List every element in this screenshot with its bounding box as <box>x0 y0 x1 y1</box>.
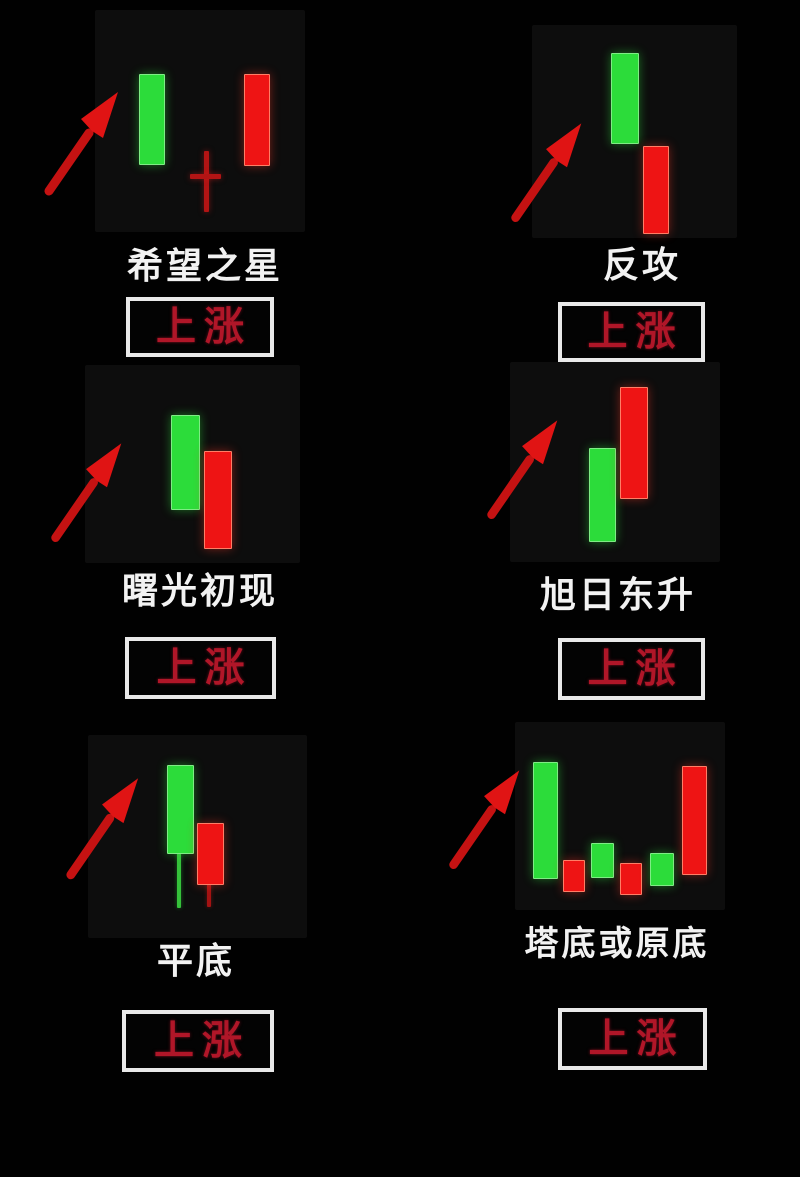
signal-box: 上涨 <box>558 638 705 700</box>
signal-box: 上涨 <box>558 302 705 362</box>
signal-box: 上涨 <box>125 637 276 699</box>
pattern-name: 平底 <box>156 940 235 981</box>
candlestick-red <box>620 863 642 895</box>
pattern-name: 反攻 <box>602 244 681 285</box>
candlestick-green <box>139 74 165 165</box>
candlestick-green <box>589 448 616 542</box>
up-trend-arrow-icon <box>487 420 558 519</box>
candlestick-red <box>643 146 669 234</box>
candlestick-red <box>682 766 707 875</box>
candlestick-green <box>167 765 194 854</box>
signal-label: 上涨 <box>154 1019 250 1063</box>
signal-box: 上涨 <box>126 297 274 357</box>
candlestick-red <box>563 860 585 892</box>
signal-label: 上涨 <box>588 1017 685 1061</box>
candlestick-green <box>611 53 639 144</box>
candlestick-red <box>620 387 648 499</box>
doji-cross-hline <box>190 174 221 179</box>
signal-label: 上涨 <box>587 310 684 354</box>
up-trend-arrow-icon <box>449 770 520 869</box>
signal-box: 上涨 <box>122 1010 274 1072</box>
candlestick-green <box>171 415 200 510</box>
pattern-name: 塔底或原底 <box>524 925 710 963</box>
up-trend-arrow-icon <box>51 443 122 542</box>
pattern-name: 希望之星 <box>126 245 283 286</box>
signal-box: 上涨 <box>558 1008 707 1070</box>
candlestick-green <box>533 762 558 879</box>
candlestick-red <box>244 74 270 166</box>
candle-wick <box>177 852 181 908</box>
up-trend-arrow-icon <box>66 778 139 880</box>
signal-label: 上涨 <box>156 646 253 690</box>
signal-label: 上涨 <box>587 647 684 691</box>
up-trend-arrow-icon <box>511 123 582 222</box>
pattern-name: 曙光初现 <box>121 570 278 611</box>
candlestick-green <box>650 853 674 886</box>
up-trend-arrow-icon <box>44 92 118 196</box>
candle-wick <box>207 883 211 907</box>
chart-panel <box>95 10 305 232</box>
pattern-name: 旭日东升 <box>539 574 696 615</box>
candlestick-green <box>591 843 614 878</box>
candlestick-red <box>204 451 232 549</box>
candlestick-red <box>197 823 224 885</box>
doji-cross-vline <box>204 151 209 212</box>
signal-label: 上涨 <box>156 305 252 349</box>
